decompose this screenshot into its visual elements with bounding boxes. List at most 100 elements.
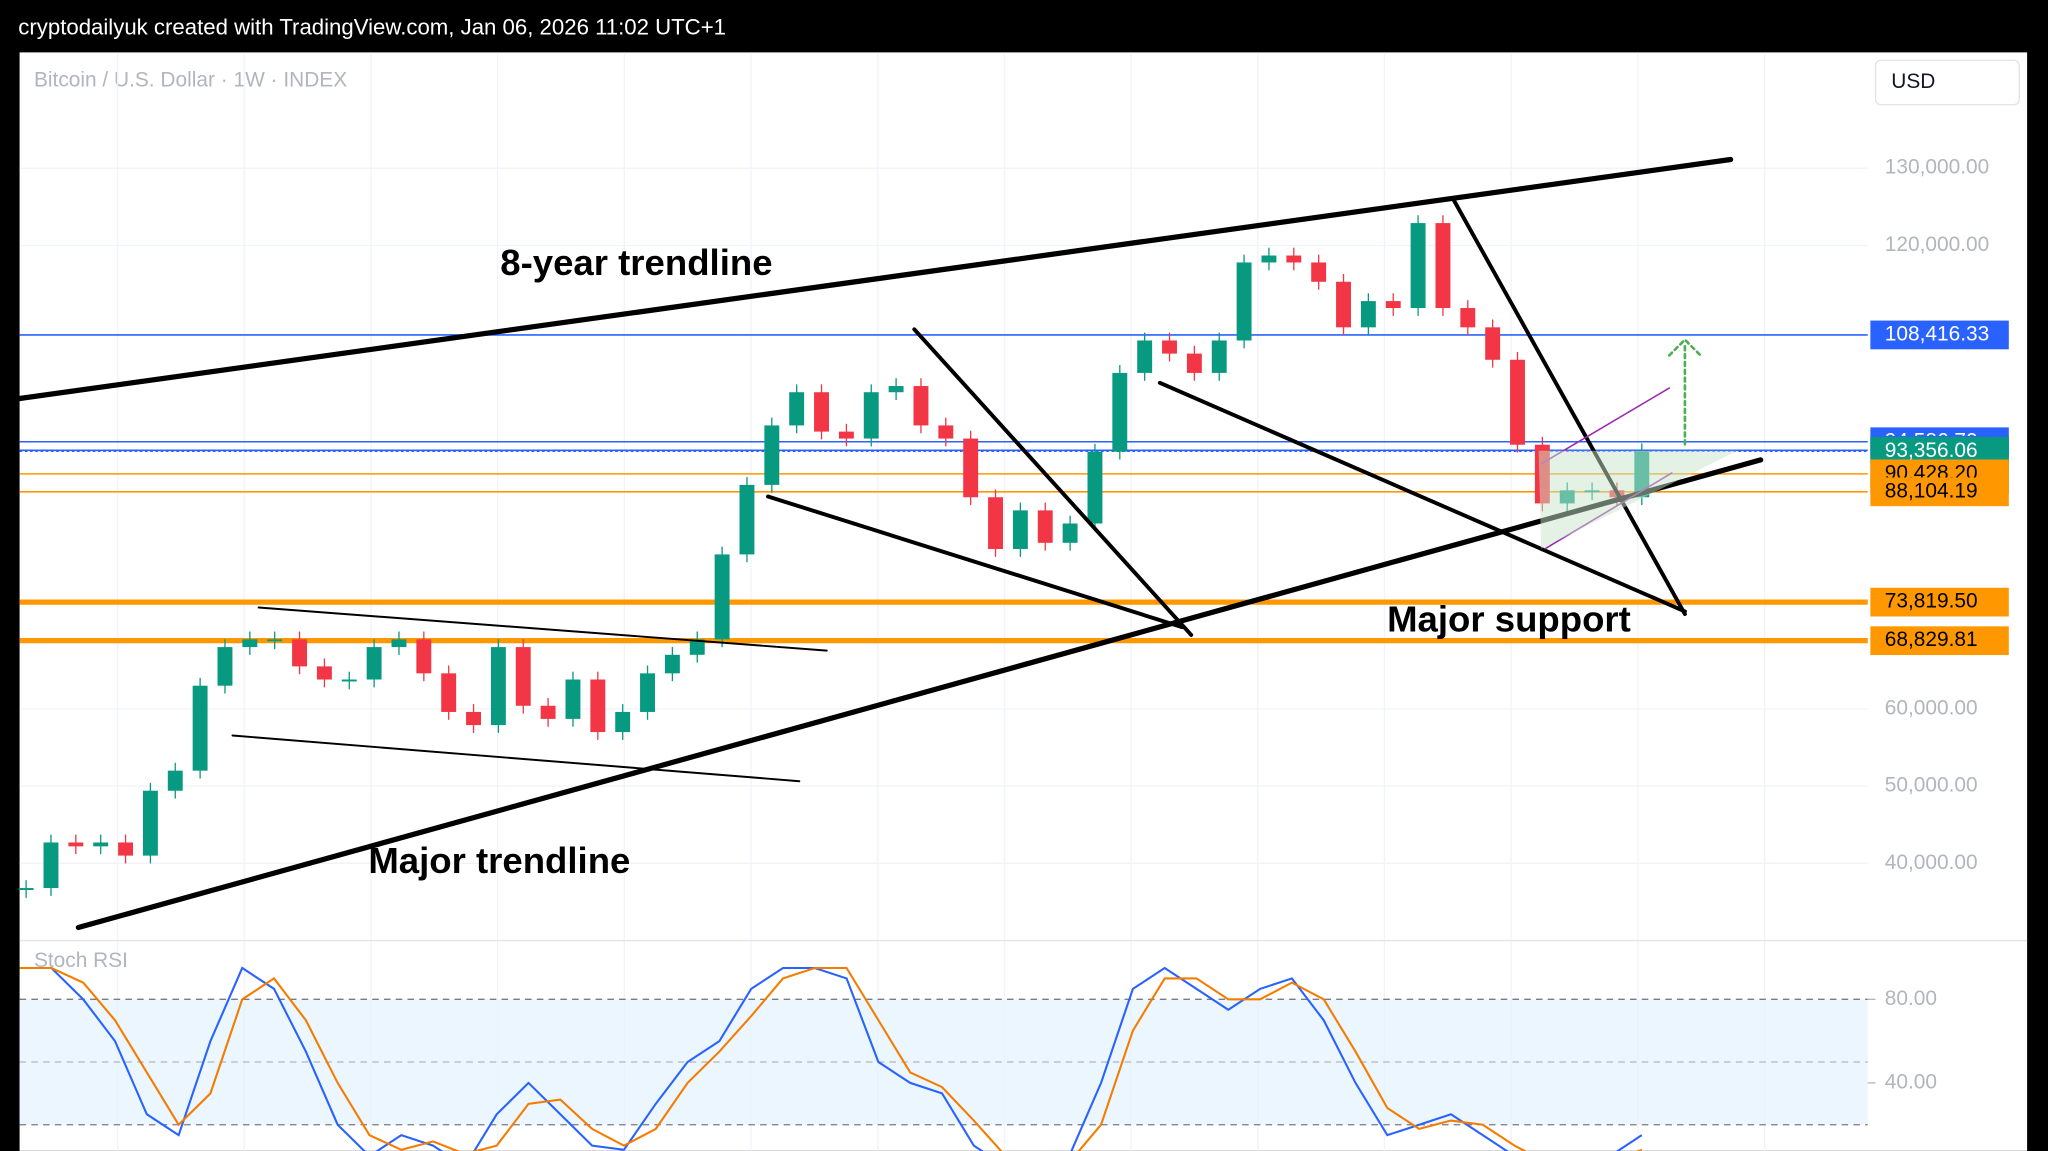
candle	[640, 673, 655, 712]
candle	[565, 679, 581, 719]
trendline	[75, 457, 1764, 931]
candle	[316, 666, 332, 680]
candle	[1211, 340, 1227, 373]
price-axis: 130,000.00 120,000.00 60,000.00 50,000.00 40…	[1870, 156, 2009, 874]
drawings	[16, 156, 1764, 931]
y-tick-label: 130,000.00	[1885, 156, 1989, 179]
candle	[217, 647, 233, 686]
y-tick-label: 60,000.00	[1885, 696, 1978, 719]
candle	[466, 711, 481, 726]
price-label: 68,829.81	[1885, 628, 1978, 651]
candle	[938, 425, 954, 439]
candle	[615, 711, 631, 733]
trendline	[257, 606, 828, 652]
candle	[267, 639, 283, 642]
candle	[242, 639, 258, 648]
candle	[1385, 301, 1401, 309]
candle	[764, 425, 780, 485]
indicator-title: Stoch RSI	[34, 949, 128, 972]
candle	[988, 497, 1003, 549]
candle	[814, 392, 829, 432]
price-label-box	[1870, 477, 2009, 507]
candle	[441, 673, 457, 712]
currency[interactable]: USD	[1891, 70, 1935, 93]
candle	[18, 888, 34, 891]
candle	[1360, 301, 1376, 328]
candle	[43, 842, 59, 889]
candle	[540, 705, 556, 719]
trendline	[1451, 198, 1687, 616]
trendline	[16, 156, 1734, 402]
candle	[689, 639, 705, 655]
price-label-box	[1870, 626, 2009, 656]
stoch-rsi: 80.00 40.00	[19, 966, 1937, 1151]
stoch-k	[19, 966, 1643, 1151]
candle	[888, 386, 904, 393]
candle	[366, 647, 382, 680]
candle	[1286, 255, 1302, 263]
candle	[292, 639, 308, 667]
annotation: 8-year trendline	[500, 242, 772, 283]
candle	[142, 790, 158, 856]
candle	[1112, 372, 1128, 452]
candle	[739, 484, 755, 555]
candle	[1162, 340, 1177, 354]
y-tick-label: 50,000.00	[1885, 774, 1978, 797]
candle	[1186, 353, 1202, 373]
candle	[664, 654, 680, 674]
candle	[1510, 359, 1525, 445]
price-label-box	[1870, 587, 2009, 617]
target-arrow	[1667, 337, 1702, 357]
y-tick-label: 120,000.00	[1885, 233, 1989, 256]
price-label: 93,356.06	[1885, 439, 1978, 462]
header: cryptodailyuk created with TradingView.c…	[18, 15, 726, 40]
candle	[913, 386, 929, 426]
candle	[391, 639, 407, 648]
candle	[341, 679, 357, 682]
candle	[714, 554, 730, 640]
candle	[118, 842, 134, 856]
candle	[1062, 523, 1078, 543]
currency-button[interactable]	[1874, 59, 2020, 106]
price-label: 73,819.50	[1885, 590, 1978, 613]
candle	[416, 639, 432, 674]
trendline	[766, 494, 1184, 630]
candle	[490, 647, 506, 726]
candle	[963, 438, 979, 498]
candle	[838, 431, 854, 439]
stoch-d	[19, 966, 1643, 1151]
price-label: 108,416.33	[1885, 322, 1989, 345]
trendline	[1157, 380, 1687, 614]
candle	[590, 679, 606, 733]
candle	[1435, 223, 1451, 309]
candle	[1087, 451, 1103, 524]
trendline	[912, 327, 1194, 637]
candle	[1485, 327, 1501, 360]
candle	[1311, 262, 1327, 282]
candle	[515, 647, 531, 706]
candles	[18, 215, 1650, 898]
candle	[1460, 308, 1476, 328]
candle	[1261, 255, 1277, 263]
candle	[1137, 340, 1153, 373]
annotation: Major support	[1387, 599, 1631, 640]
candle	[1410, 223, 1426, 309]
candle	[1012, 510, 1028, 549]
triangle	[1538, 450, 1738, 549]
annotation: Major trendline	[368, 840, 630, 881]
candle	[93, 842, 109, 847]
candle	[863, 392, 879, 439]
price-label: 88,104.19	[1885, 479, 1978, 502]
price-label-box	[1870, 320, 2009, 350]
trendline	[231, 734, 801, 783]
candle	[1037, 510, 1053, 543]
band	[19, 999, 1868, 1125]
candle	[789, 392, 805, 426]
candle	[192, 685, 208, 771]
candle	[1236, 262, 1252, 341]
symbol-title: Bitcoin / U.S. Dollar · 1W · INDEX	[34, 69, 347, 92]
osc-tick-label: 80.00	[1885, 987, 1937, 1010]
candle	[1336, 281, 1351, 328]
